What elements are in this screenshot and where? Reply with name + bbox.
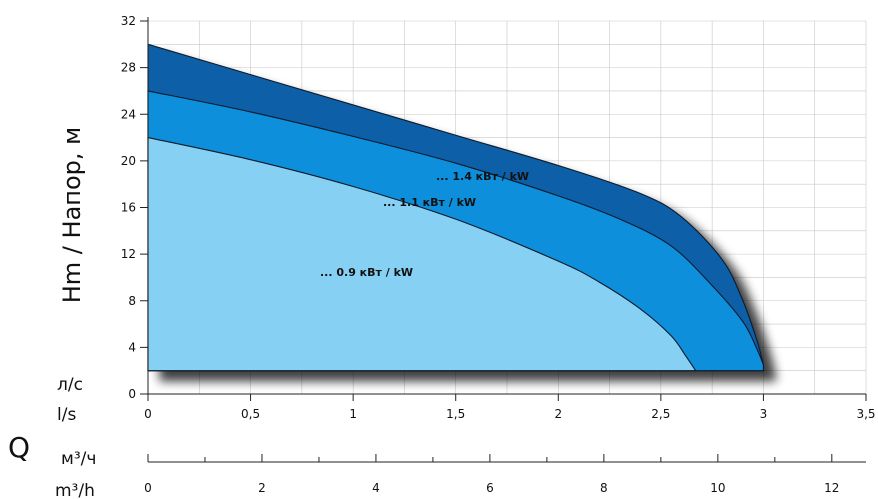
x2-unit-label-alt: m³/h: [55, 481, 95, 499]
series-label-3: ... 0.9 кВт / kW: [320, 266, 413, 279]
x1-tick-label: 2,5: [651, 407, 670, 421]
x1-tick-label: 3,5: [856, 407, 875, 421]
y-tick-label: 28: [121, 61, 136, 75]
series-area-3: [147, 136, 697, 372]
series-areas: [147, 43, 764, 372]
y-tick-label: 8: [128, 294, 136, 308]
x1-tick-label: 3: [760, 407, 768, 421]
x2-tick-label: 2: [258, 481, 266, 495]
x1-tick-label: 0: [144, 407, 152, 421]
y-tick-label: 20: [121, 154, 136, 168]
y-axis-title: Hm / Напор, м: [58, 127, 86, 304]
series-label-2: ... 1.1 кВт / kW: [383, 196, 476, 209]
y-tick-label: 0: [128, 387, 136, 401]
chart-labels: л/с l/s м³/ч m³/h Q Hm / Напор, м ... 1.4 кВт …: [8, 127, 529, 499]
x1-tick-label: 0,5: [241, 407, 260, 421]
x1-tick-label: 1: [349, 407, 357, 421]
y-tick-label: 4: [128, 340, 136, 354]
x1-tick-label: 2: [554, 407, 562, 421]
x2-tick-label: 6: [486, 481, 494, 495]
x1-unit-label-alt: l/s: [57, 405, 76, 425]
x2-tick-label: 12: [824, 481, 839, 495]
x1-unit-label: л/с: [57, 375, 83, 395]
y-tick-label: 24: [121, 107, 136, 121]
x2-tick-label: 10: [710, 481, 725, 495]
x2-unit-label: м³/ч: [61, 449, 96, 469]
x1-tick-label: 1,5: [446, 407, 465, 421]
y-tick-label: 16: [121, 201, 136, 215]
x2-tick-label: 0: [144, 481, 152, 495]
y-tick-label: 32: [121, 14, 136, 28]
x2-tick-label: 8: [600, 481, 608, 495]
x-axis-title: Q: [8, 431, 30, 464]
y-tick-label: 12: [121, 247, 136, 261]
series-label-1: ... 1.4 кВт / kW: [436, 170, 529, 183]
x2-tick-label: 4: [372, 481, 380, 495]
